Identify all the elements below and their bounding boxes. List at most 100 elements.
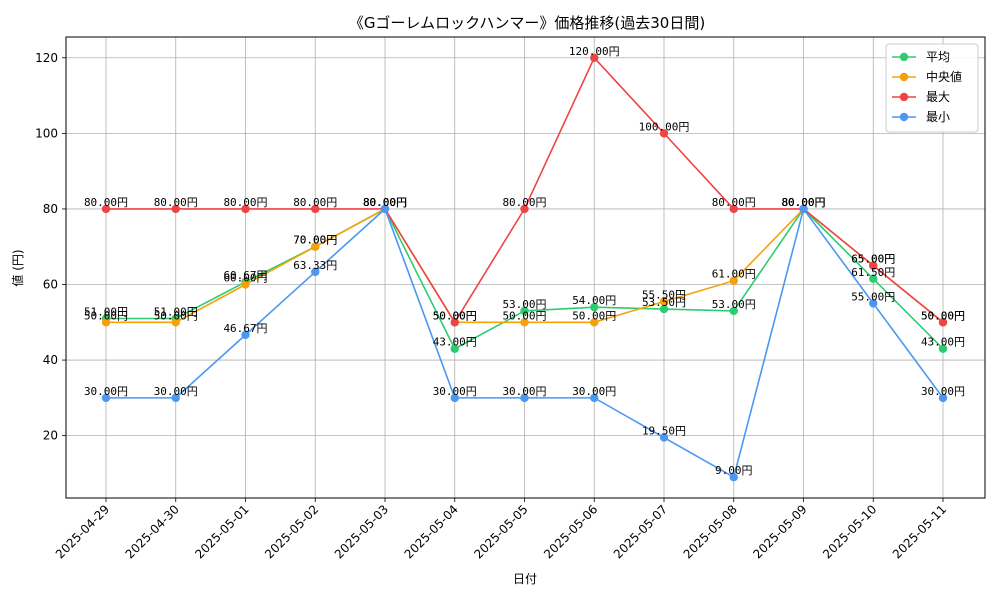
data-label: 60.00円	[223, 272, 267, 285]
x-tick-label: 2025-05-07	[611, 502, 670, 561]
legend-box	[885, 43, 979, 133]
data-label: 43.00円	[433, 336, 477, 349]
data-point	[101, 204, 111, 214]
y-tick-label: 60	[43, 278, 58, 292]
legend-label: 中央値	[926, 69, 962, 84]
data-label: 55.00円	[851, 290, 895, 303]
data-label: 80.00円	[363, 196, 407, 209]
data-label: 80.00円	[781, 196, 825, 209]
data-label: 30.00円	[921, 385, 965, 398]
data-label: 100.00円	[639, 120, 690, 133]
data-point	[520, 306, 529, 316]
legend-swatch-marker	[899, 52, 909, 62]
data-label: 50.00円	[154, 309, 198, 322]
data-point	[101, 318, 111, 327]
x-tick-label: 2025-05-11	[890, 502, 949, 561]
x-tick-label: 2025-04-30	[123, 502, 182, 561]
data-label: 30.00円	[572, 385, 616, 398]
data-point	[659, 304, 669, 314]
data-point	[380, 204, 390, 214]
legend-label: 平均	[926, 50, 950, 64]
data-point	[729, 276, 738, 285]
x-tick-label: 2025-05-04	[402, 502, 461, 561]
data-point	[729, 204, 738, 214]
data-label: 30.00円	[154, 385, 198, 398]
data-point	[311, 267, 320, 277]
data-point	[799, 204, 808, 214]
data-point	[171, 393, 180, 403]
data-point	[311, 242, 320, 251]
data-point	[450, 393, 459, 403]
data-point	[729, 473, 738, 482]
data-point	[590, 318, 599, 327]
x-tick-label: 2025-05-02	[262, 502, 321, 561]
data-labels: 51.00円 51.00円 60.67円 70.00円 80.00円 43.00円 53.0…	[84, 45, 965, 477]
data-label: 80.00円	[293, 196, 337, 209]
data-label: 80.00円	[363, 196, 407, 209]
data-label: 80.00円	[84, 196, 128, 209]
data-label: 30.00円	[84, 385, 128, 398]
data-point	[590, 393, 599, 403]
x-tick-label: 2025-05-01	[192, 502, 251, 561]
y-axis-label: 値 (円)	[10, 249, 25, 286]
data-label: 80.00円	[363, 196, 407, 209]
data-point	[450, 318, 459, 327]
data-label: 70.00円	[293, 234, 337, 247]
data-point	[938, 318, 948, 327]
data-point	[520, 204, 529, 214]
x-tick-label: 2025-05-03	[332, 502, 391, 561]
data-label: 120.00円	[569, 45, 620, 58]
data-point	[659, 433, 669, 442]
legend-swatch-marker	[899, 92, 909, 102]
data-point	[938, 344, 948, 353]
data-point	[590, 302, 599, 312]
data-point	[659, 297, 669, 306]
data-label: 50.00円	[572, 309, 616, 322]
data-label: 53.00円	[712, 298, 756, 311]
data-point	[171, 204, 180, 214]
data-label: 80.00円	[712, 196, 756, 209]
data-point	[450, 344, 459, 353]
data-label: 54.00円	[572, 294, 616, 307]
data-point	[520, 393, 529, 403]
data-label: 80.00円	[781, 196, 825, 209]
data-label: 50.00円	[502, 309, 546, 322]
data-point	[241, 330, 250, 340]
data-label: 80.00円	[223, 196, 267, 209]
plot-frame	[65, 36, 986, 499]
y-tick-label: 100	[35, 126, 58, 140]
data-label: 50.00円	[433, 309, 477, 322]
legend-label: 最小	[926, 110, 950, 124]
x-tick-label: 2025-04-29	[53, 502, 112, 561]
data-point	[241, 204, 250, 214]
data-point	[101, 393, 111, 403]
x-tick-label: 2025-05-09	[750, 502, 809, 561]
data-label: 43.00円	[921, 336, 965, 349]
data-label: 65.00円	[851, 253, 895, 266]
data-point	[938, 393, 948, 403]
data-label: 55.50円	[642, 289, 686, 302]
data-label: 80.00円	[502, 196, 546, 209]
y-tick-label: 20	[43, 429, 58, 443]
legend-swatch-marker	[899, 112, 909, 122]
data-label: 50.00円	[84, 309, 128, 322]
x-tick-label: 2025-05-08	[681, 502, 740, 561]
y-tick-label: 80	[43, 202, 58, 216]
data-point	[241, 280, 250, 289]
y-tick-label: 40	[43, 353, 58, 367]
data-label: 80.00円	[781, 196, 825, 209]
data-label: 60.67円	[223, 269, 267, 282]
data-point	[869, 261, 878, 270]
legend-label: 最大	[926, 90, 950, 104]
data-label: 63.33円	[293, 259, 337, 272]
x-tick-label: 2025-05-05	[471, 502, 530, 561]
data-point	[729, 306, 738, 316]
x-tick-label: 2025-05-06	[541, 502, 600, 561]
data-label: 53.00円	[502, 298, 546, 311]
chart-title: 《Gゴーレムロックハンマー》価格推移(過去30日間)	[349, 14, 705, 32]
data-label: 30.00円	[502, 385, 546, 398]
data-label: 30.00円	[433, 385, 477, 398]
data-label: 9.00円	[715, 464, 753, 477]
